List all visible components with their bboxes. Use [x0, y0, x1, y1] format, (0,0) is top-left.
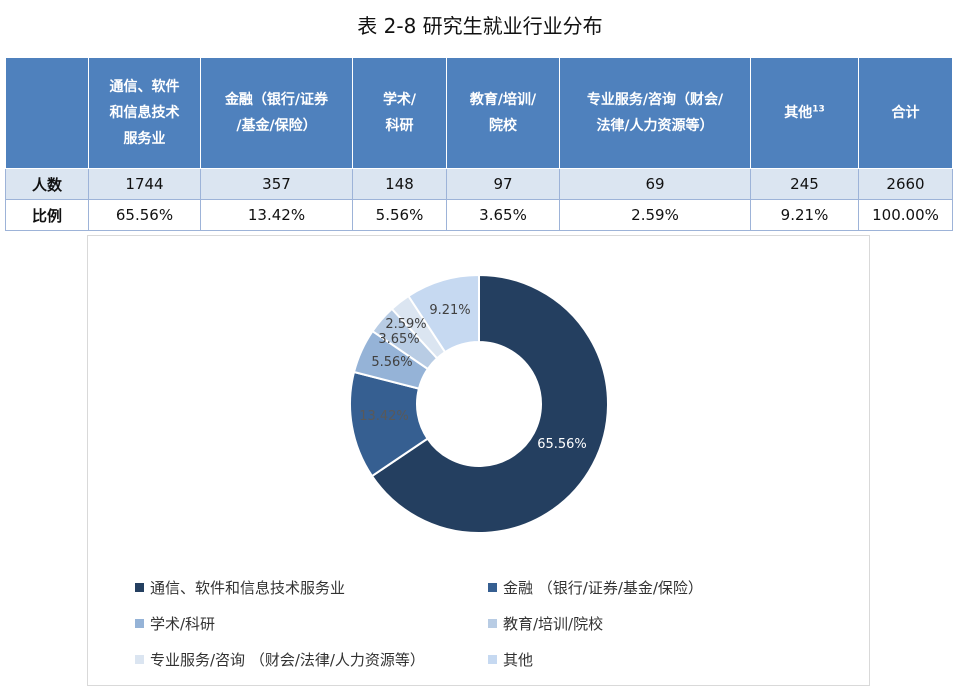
table-header-row: 通信、软件 和信息技术 服务业 金融（银行/证券 /基金/保险） 学术/ 科研 …: [5, 57, 953, 169]
slice-data-label: 65.56%: [537, 437, 587, 452]
column-header-label: 其他: [784, 105, 813, 121]
table-cell: 69: [559, 168, 751, 200]
legend-label: 专业服务/咨询 （财会/法律/人力资源等）: [150, 651, 425, 669]
column-header: 教育/培训/ 院校: [446, 57, 560, 169]
legend-item: 其他: [488, 649, 533, 670]
legend-item: 教育/培训/院校: [488, 613, 603, 634]
legend-label: 其他: [503, 651, 534, 669]
legend-swatch: [488, 583, 497, 592]
table-cell: 1744: [88, 168, 201, 200]
row-label: 人数: [5, 168, 89, 200]
legend-swatch: [135, 583, 144, 592]
employment-table: 通信、软件 和信息技术 服务业 金融（银行/证券 /基金/保险） 学术/ 科研 …: [5, 57, 953, 231]
column-header: 学术/ 科研: [352, 57, 447, 169]
legend-label: 通信、软件和信息技术服务业: [150, 579, 346, 597]
table-cell: 357: [200, 168, 353, 200]
legend-item: 金融 （银行/证券/基金/保险）: [488, 577, 703, 598]
legend-label: 金融 （银行/证券/基金/保险）: [503, 579, 703, 597]
table-cell: 97: [446, 168, 560, 200]
table-cell: 2.59%: [559, 199, 751, 231]
table-cell: 245: [750, 168, 859, 200]
legend-item: 学术/科研: [135, 613, 215, 634]
legend-label: 教育/培训/院校: [503, 615, 604, 633]
table-cell: 65.56%: [88, 199, 201, 231]
slice-data-label: 9.21%: [429, 303, 470, 318]
table-cell: 2660: [858, 168, 953, 200]
slice-data-label: 13.42%: [359, 409, 409, 424]
donut-chart: 65.56% 13.42% 5.56% 3.65%2.59%9.21%: [349, 273, 609, 534]
page-title: 表 2-8 研究生就业行业分布: [357, 14, 603, 38]
legend-item: 专业服务/咨询 （财会/法律/人力资源等）: [135, 649, 425, 670]
legend-label: 学术/科研: [150, 615, 216, 633]
table-row: 人数 1744 357 148 97 69 245 2660: [5, 168, 953, 200]
column-header: 专业服务/咨询（财会/ 法律/人力资源等）: [559, 57, 751, 169]
legend-swatch: [488, 655, 497, 664]
donut-slice: [370, 273, 609, 534]
table-corner: [5, 57, 89, 169]
column-header: 金融（银行/证券 /基金/保险）: [200, 57, 353, 169]
column-header-other: 其他13: [750, 57, 859, 169]
column-header: 通信、软件 和信息技术 服务业: [88, 57, 201, 169]
table-cell: 100.00%: [858, 199, 953, 231]
legend-item: 通信、软件和信息技术服务业: [135, 577, 345, 598]
legend-swatch: [135, 619, 144, 628]
donut-slice: [407, 273, 480, 354]
table-cell: 13.42%: [200, 199, 353, 231]
column-header: 合计: [858, 57, 953, 169]
slice-data-label: 2.59%: [385, 317, 426, 332]
table-cell: 3.65%: [446, 199, 560, 231]
footnote-marker: 13: [812, 104, 825, 115]
slice-data-label: 3.65%: [378, 332, 419, 347]
table-cell: 9.21%: [750, 199, 859, 231]
slice-data-label: 5.56%: [371, 355, 412, 370]
row-label: 比例: [5, 199, 89, 231]
table-cell: 5.56%: [352, 199, 447, 231]
legend-swatch: [135, 655, 144, 664]
table-row: 比例 65.56% 13.42% 5.56% 3.65% 2.59% 9.21%…: [5, 199, 953, 231]
legend-swatch: [488, 619, 497, 628]
table-cell: 148: [352, 168, 447, 200]
chart-frame: 65.56% 13.42% 5.56% 3.65% 2.59% 9.21%: [87, 235, 870, 686]
